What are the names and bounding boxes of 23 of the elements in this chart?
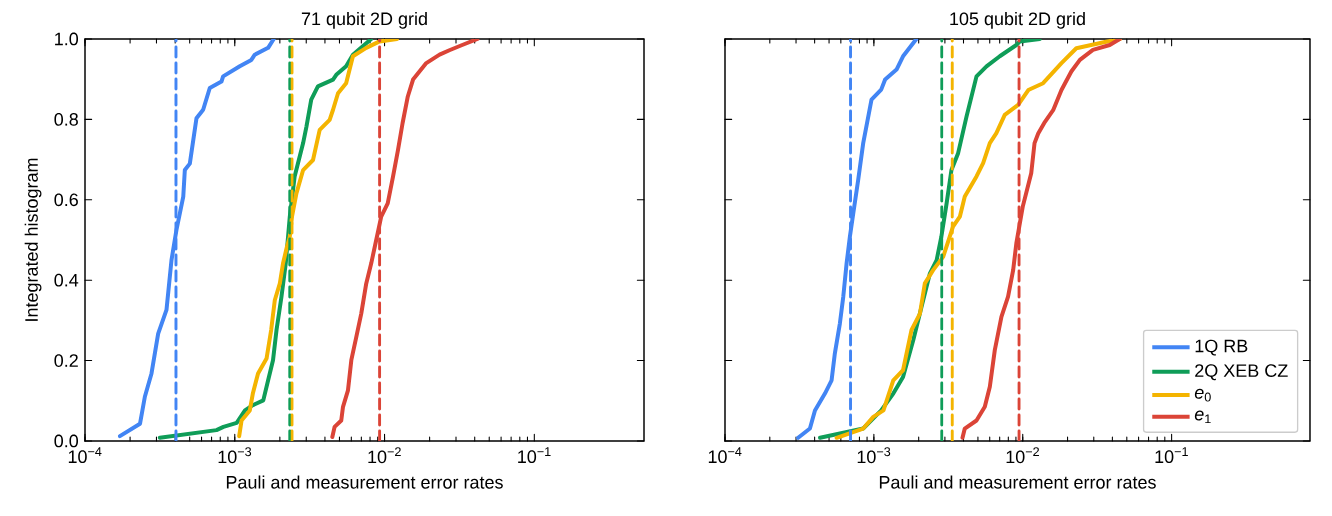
chart-title: 105 qubit 2D grid bbox=[950, 11, 1085, 29]
x-axis-title: Pauli and measurement error rates bbox=[879, 475, 1156, 489]
y-tick-label: 0.2 bbox=[54, 354, 78, 367]
legend-label: 2Q XEB CZ bbox=[1195, 364, 1288, 381]
legend-label: e$_{1}$ bbox=[1194, 410, 1211, 424]
x-tick-label: 10$^{−2}$ bbox=[1006, 447, 1039, 464]
legend-label: e$_{0}$ bbox=[1194, 388, 1211, 402]
y-tick-label: 0.8 bbox=[54, 113, 78, 126]
y-tick-label: 0.4 bbox=[54, 273, 79, 287]
x-tick-label: 10$^{−3}$ bbox=[218, 447, 252, 464]
x-tick-label: 10$^{−4}$ bbox=[708, 447, 742, 464]
x-axis-title: Pauli and measurement error rates bbox=[226, 475, 503, 489]
y-tick-label: 0.0 bbox=[54, 434, 79, 448]
x-tick-label: 10$^{−1}$ bbox=[518, 447, 551, 464]
x-tick-label: 10$^{−4}$ bbox=[68, 447, 102, 464]
x-tick-label: 10$^{−1}$ bbox=[1155, 447, 1188, 464]
x-tick-label: 10$^{−2}$ bbox=[368, 447, 401, 464]
legend-label: 1Q RB bbox=[1195, 339, 1248, 356]
y-tick-label: 1.0 bbox=[55, 32, 79, 46]
chart-title: 71 qubit 2D grid bbox=[301, 11, 427, 29]
y-axis-title: Integrated histogram bbox=[24, 158, 42, 321]
x-tick-label: 10$^{−3}$ bbox=[857, 447, 891, 464]
y-tick-label: 0.6 bbox=[54, 193, 78, 207]
